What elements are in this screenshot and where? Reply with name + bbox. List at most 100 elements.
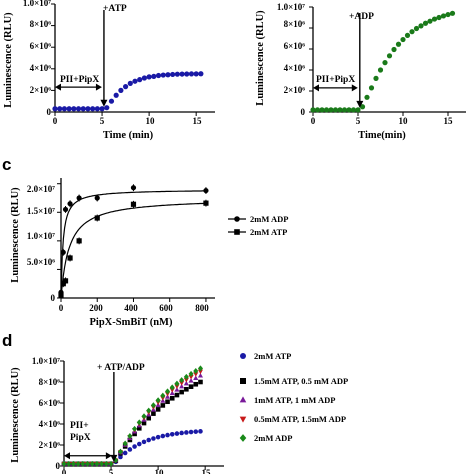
- panel-b-addition-label: +ADP: [349, 12, 374, 22]
- panel-d-point: [155, 397, 161, 404]
- panel-d-point: [136, 419, 142, 426]
- panel-d-point: [179, 381, 185, 386]
- panel-b-ytick-label: 0: [301, 107, 306, 117]
- panel-d-point: [193, 381, 199, 387]
- panel-a-preincubation-arrow: [55, 83, 102, 91]
- panel-c-point: [203, 200, 209, 206]
- panel-d-point: [113, 457, 119, 464]
- panel-c-point: [60, 249, 66, 255]
- panel-a-point: [94, 106, 100, 112]
- panel-c-point: [130, 201, 137, 207]
- panel-a-point: [141, 75, 148, 81]
- panel-b-point: [391, 46, 397, 53]
- panel-d-point: [132, 431, 137, 437]
- panel-b-point: [337, 107, 343, 113]
- panel-a-addition-arrow: [100, 10, 108, 107]
- panel-b-point: [364, 94, 370, 100]
- panel-a-point: [52, 106, 58, 112]
- panel-b-ytick-label: 2×10⁶: [284, 85, 306, 95]
- panel-d-legend-label: 2mM ADP: [254, 433, 292, 443]
- panel-d-point: [188, 377, 194, 383]
- panel-c-xtick-label: 0: [59, 303, 64, 313]
- panel-b-xtick-label: 5: [356, 116, 361, 126]
- panel-d-ytick-label: 1.0×10⁷: [32, 356, 60, 366]
- panel-d-ytick-label: 8×10⁶: [39, 377, 61, 387]
- panel-a-point: [165, 72, 171, 78]
- panel-d-point: [183, 380, 189, 386]
- panel-d-point: [108, 460, 114, 467]
- panel-b-addition-arrow: [356, 13, 364, 108]
- panel-c-ylabel: Luminescence (RLU): [10, 187, 21, 283]
- panel-a-ytick-label: 1.0×10⁷: [23, 0, 51, 8]
- panel-a-yticks: 0 2×10⁶ 4×10⁶ 6×10⁶ 8×10⁶ 1.0×10⁷: [23, 0, 52, 117]
- panel-d-point: [141, 420, 147, 426]
- panel-a-point: [174, 71, 180, 77]
- panel-d-point: [193, 372, 199, 377]
- panel-c-yticks: 0 5.0×10⁶ 1.0×10⁷ 1.5×10⁷ 2.0×10⁷: [27, 184, 56, 303]
- panel-d-point: [174, 387, 180, 392]
- panel-b-point: [400, 36, 406, 43]
- panel-d-point: [188, 370, 194, 377]
- panel-b-point: [310, 107, 316, 113]
- panel-b-point: [431, 16, 438, 22]
- panel-a-point: [122, 84, 129, 90]
- panel-a-ytick-label: 0: [47, 107, 52, 117]
- panel-d-point: [183, 373, 189, 380]
- panel-a-point: [127, 80, 133, 86]
- panel-c-legend-marker: [234, 229, 240, 235]
- panel-a-point: [104, 105, 110, 111]
- panel-d-point: [80, 460, 86, 467]
- panel-a-point: [66, 106, 72, 112]
- panel-d: d Luminescence (RLU) 0 2×10⁶ 4×10⁶ 6×10⁶…: [2, 331, 348, 474]
- panel-a-xtick-label: 10: [146, 116, 156, 126]
- panel-d-point: [169, 431, 175, 437]
- panel-c-legend-label: 2mM ADP: [250, 214, 288, 224]
- panel-c-point: [62, 206, 69, 213]
- panel-d-point: [155, 434, 161, 440]
- panel-d-addition-arrow-head: [110, 454, 118, 462]
- panel-d-legend: 2mM ATP 1.5mM ATP, 0.5 mM ADP 1mM ATP, 1…: [254, 351, 348, 443]
- panel-d-point: [141, 439, 147, 445]
- panel-d-legend-label: 2mM ATP: [254, 351, 291, 361]
- panel-b-point: [319, 107, 325, 113]
- panel-b-preincubation-label: PII+PipX: [316, 75, 355, 85]
- panel-b: Luminescence (RLU) 0 2×10⁶ 4×10⁶ 6×10⁶ 8…: [255, 2, 453, 141]
- panel-d-point: [141, 413, 147, 420]
- panel-b-preincubation-arrow-head-left: [313, 84, 319, 92]
- panel-c-ytick-label: 0: [51, 293, 56, 303]
- panel-b-xtick-label: 0: [311, 116, 316, 126]
- panel-b-ytick-label: 8×10⁶: [284, 19, 306, 29]
- panel-d-addition-arrow: [110, 372, 118, 462]
- panel-a-point: [160, 72, 166, 78]
- panel-b-preincubation-arrow-head-right: [351, 84, 358, 92]
- panel-c-letter: c: [2, 155, 11, 174]
- panel-b-point: [422, 20, 429, 26]
- panel-b-point: [373, 75, 379, 81]
- panel-d-point: [188, 384, 194, 389]
- panel-c-legend: 2mM ADP 2mM ATP: [250, 214, 288, 237]
- panel-a-point: [99, 106, 105, 112]
- panel-a-point: [184, 71, 190, 77]
- panel-b-xlabel: Time(min): [358, 130, 406, 141]
- panel-b-xticks: 0 5 10 15: [311, 116, 453, 126]
- panel-d-point: [193, 375, 199, 380]
- panel-c-xtick-label: 600: [159, 303, 173, 313]
- panel-b-preincubation-arrow: [313, 84, 358, 92]
- panel-b-ytick-label: 1.0×10⁷: [277, 2, 305, 12]
- panel-d-point: [122, 450, 128, 456]
- panel-b-point: [368, 85, 375, 91]
- panel-a-point: [85, 106, 91, 112]
- panel-d-legend-marker: [239, 416, 247, 423]
- panel-d-point: [184, 430, 189, 435]
- panel-c-point: [60, 281, 66, 287]
- panel-d-point: [94, 460, 100, 467]
- panel-c-xlabel: PipX-SmBiT (nM): [90, 317, 173, 328]
- panel-a-preincubation-arrow-head-left: [55, 83, 61, 91]
- panel-b-point: [449, 10, 456, 16]
- panel-c-xticks: 0 200 400 600 800: [59, 303, 210, 313]
- panel-d-point: [127, 447, 133, 452]
- panel-a-point: [146, 74, 152, 80]
- panel-d-addition-label: + ATP/ADP: [97, 363, 145, 373]
- panel-c-legend-marker: [234, 216, 240, 222]
